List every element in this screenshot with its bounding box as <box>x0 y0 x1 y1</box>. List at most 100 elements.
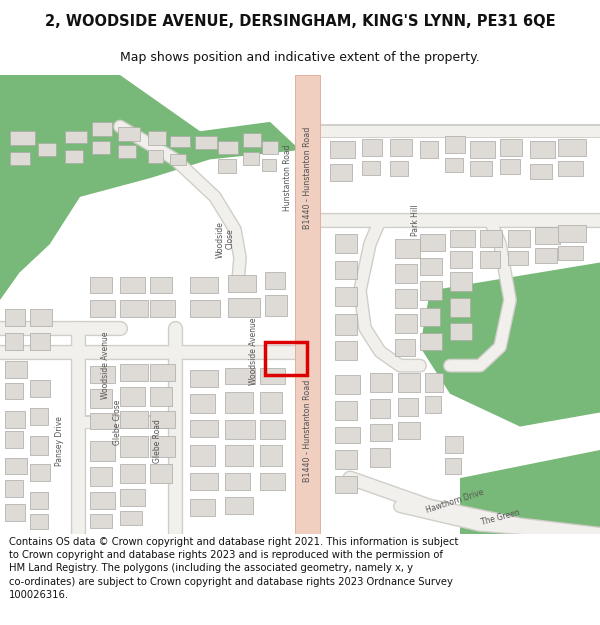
Bar <box>243 133 261 147</box>
Bar <box>65 150 83 163</box>
Bar <box>508 251 528 265</box>
Bar <box>118 126 140 141</box>
Bar <box>450 272 472 291</box>
Bar <box>335 427 360 444</box>
Bar <box>420 141 438 158</box>
Polygon shape <box>420 262 600 427</box>
Bar <box>395 339 415 356</box>
Bar <box>150 300 175 317</box>
Bar <box>260 368 285 384</box>
Text: B1440 - Hunstanton Road: B1440 - Hunstanton Road <box>304 380 313 482</box>
Bar <box>530 164 552 179</box>
Bar <box>170 136 190 147</box>
Bar <box>535 248 557 262</box>
Text: Woodside Avenue: Woodside Avenue <box>101 332 110 399</box>
Bar <box>190 394 215 412</box>
Bar <box>260 474 285 491</box>
Bar <box>190 420 218 437</box>
Bar <box>90 366 115 382</box>
Bar <box>218 141 238 154</box>
Bar <box>150 276 172 294</box>
Bar <box>120 436 148 457</box>
Bar <box>450 324 472 340</box>
Bar <box>225 474 250 491</box>
Text: Woodside
Close: Woodside Close <box>215 221 235 258</box>
Bar <box>445 158 463 171</box>
Bar <box>470 161 492 176</box>
Text: Pansey Drive: Pansey Drive <box>56 416 65 466</box>
Bar <box>450 251 472 268</box>
Bar <box>390 161 408 176</box>
Bar <box>370 373 392 392</box>
Bar <box>500 139 522 156</box>
Bar <box>120 464 145 483</box>
Bar <box>445 458 461 474</box>
Bar <box>190 276 218 294</box>
Bar <box>335 450 357 469</box>
Bar <box>535 227 560 244</box>
Text: 2, WOODSIDE AVENUE, DERSINGHAM, KING'S LYNN, PE31 6QE: 2, WOODSIDE AVENUE, DERSINGHAM, KING'S L… <box>44 14 556 29</box>
Bar <box>30 408 48 425</box>
Bar <box>260 446 282 466</box>
Bar <box>395 264 417 283</box>
Bar <box>243 152 259 165</box>
Bar <box>170 154 186 165</box>
Text: B1440 - Hunstanton Road: B1440 - Hunstanton Road <box>304 127 313 229</box>
Bar <box>150 364 175 381</box>
Bar <box>218 159 236 172</box>
Bar <box>390 139 412 156</box>
Bar <box>38 142 56 156</box>
Bar <box>5 431 23 448</box>
Polygon shape <box>460 450 600 534</box>
Bar <box>195 136 217 149</box>
Bar <box>190 300 220 317</box>
Bar <box>425 396 441 412</box>
Bar <box>265 342 307 375</box>
Bar <box>190 370 218 388</box>
Bar <box>150 464 172 483</box>
Bar <box>530 141 555 158</box>
Bar <box>420 281 442 300</box>
Bar <box>398 398 418 416</box>
Bar <box>90 441 115 461</box>
Bar <box>30 333 50 350</box>
Bar <box>5 382 23 399</box>
Bar <box>5 333 23 350</box>
Bar <box>260 420 285 439</box>
Bar <box>335 261 357 279</box>
Bar <box>425 373 443 392</box>
Bar <box>470 141 495 158</box>
Bar <box>500 159 520 174</box>
Text: The Green: The Green <box>479 508 520 527</box>
Bar <box>5 480 23 497</box>
Bar <box>190 446 215 466</box>
Bar <box>335 375 360 394</box>
Bar <box>30 380 50 397</box>
Bar <box>120 511 142 525</box>
Bar <box>420 333 442 350</box>
Text: Woodside Avenue: Woodside Avenue <box>248 318 257 385</box>
Bar <box>395 239 420 258</box>
Bar <box>150 436 175 457</box>
Polygon shape <box>0 75 300 272</box>
Bar <box>148 131 166 145</box>
Bar <box>120 364 148 381</box>
Bar <box>190 474 218 491</box>
Bar <box>225 392 253 412</box>
Bar <box>118 145 136 158</box>
Bar <box>148 150 163 163</box>
Bar <box>225 497 253 514</box>
Bar <box>92 141 110 154</box>
Bar <box>120 388 145 406</box>
Bar <box>90 467 112 486</box>
Bar <box>398 422 420 439</box>
Bar <box>30 514 48 529</box>
Bar <box>508 229 530 246</box>
Text: Hunstanton Road: Hunstanton Road <box>283 145 292 211</box>
Bar <box>30 464 50 481</box>
Bar <box>225 420 255 439</box>
Polygon shape <box>0 75 50 300</box>
Bar <box>395 289 417 308</box>
Bar <box>335 401 357 420</box>
Bar <box>228 298 260 317</box>
